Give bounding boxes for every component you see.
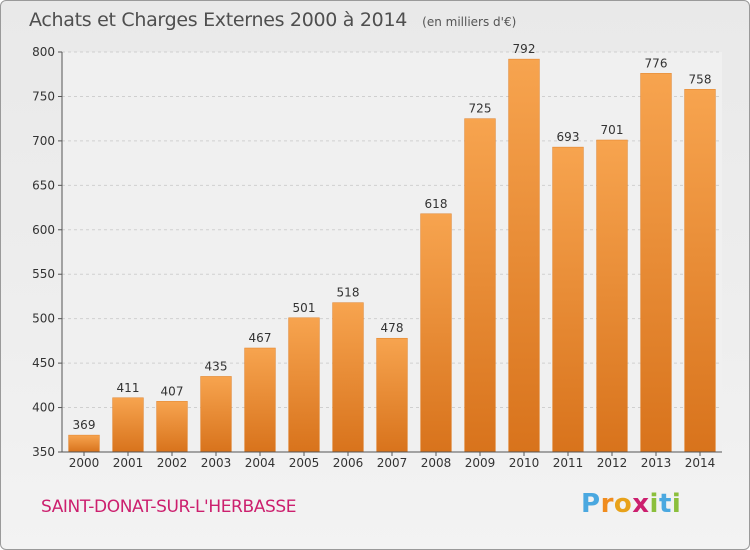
bar-2003 <box>200 376 232 453</box>
y-tick-label: 500 <box>32 312 55 326</box>
y-tick-label: 550 <box>32 267 55 281</box>
bar-2000 <box>68 434 100 453</box>
y-tick-label: 800 <box>32 45 55 59</box>
chart-unit: (en milliers d'€) <box>422 15 517 29</box>
bar-2013 <box>640 73 672 453</box>
data-label-2000: 369 <box>73 418 96 432</box>
x-tick-label: 2013 <box>641 456 672 470</box>
bar-2010 <box>508 58 540 453</box>
x-tick-label: 2005 <box>289 456 320 470</box>
bar-2009 <box>464 118 496 453</box>
chart-title: Achats et Charges Externes 2000 à 2014 <box>29 9 408 31</box>
title-row: Achats et Charges Externes 2000 à 2014 (… <box>29 9 516 31</box>
x-tick-label: 2009 <box>465 456 496 470</box>
y-tick-label: 350 <box>32 445 55 459</box>
x-tick-label: 2014 <box>685 456 716 470</box>
y-tick-label: 650 <box>32 178 55 192</box>
data-label-2014: 758 <box>689 72 712 86</box>
x-tick-label: 2001 <box>113 456 144 470</box>
data-label-2009: 725 <box>469 102 492 116</box>
bar-2004 <box>244 347 276 453</box>
data-label-2002: 407 <box>161 384 184 398</box>
y-tick-label: 750 <box>32 89 55 103</box>
x-tick-label: 2002 <box>157 456 188 470</box>
x-tick-label: 2000 <box>69 456 100 470</box>
bar-2008 <box>420 213 452 453</box>
x-tick-label: 2012 <box>597 456 628 470</box>
x-tick-label: 2008 <box>421 456 452 470</box>
bar-2014 <box>684 89 716 453</box>
x-tick-label: 2003 <box>201 456 232 470</box>
bar-2012 <box>596 139 628 453</box>
bar-2006 <box>332 302 364 453</box>
data-label-2004: 467 <box>249 331 272 345</box>
data-label-2011: 693 <box>557 130 580 144</box>
y-tick-label: 600 <box>32 223 55 237</box>
bar-2007 <box>376 337 408 453</box>
data-label-2006: 518 <box>337 286 360 300</box>
y-tick-label: 400 <box>32 401 55 415</box>
data-label-2012: 701 <box>601 123 624 137</box>
data-label-2008: 618 <box>425 197 448 211</box>
data-label-2013: 776 <box>645 56 668 70</box>
y-tick-label: 450 <box>32 356 55 370</box>
bar-2005 <box>288 317 320 453</box>
data-label-2005: 501 <box>293 301 316 315</box>
data-label-2003: 435 <box>205 359 228 373</box>
bar-2001 <box>112 397 144 453</box>
x-tick-label: 2007 <box>377 456 408 470</box>
data-label-2010: 792 <box>513 42 536 56</box>
proxiti-logo: Proxiti <box>581 489 682 519</box>
data-label-2001: 411 <box>117 381 140 395</box>
x-tick-label: 2011 <box>553 456 584 470</box>
bar-2011 <box>552 146 584 453</box>
y-tick-label: 700 <box>32 134 55 148</box>
bar-2002 <box>156 401 188 453</box>
x-tick-label: 2010 <box>509 456 540 470</box>
x-tick-label: 2004 <box>245 456 276 470</box>
commune-name: SAINT-DONAT-SUR-L'HERBASSE <box>41 497 297 517</box>
data-label-2007: 478 <box>381 321 404 335</box>
x-tick-label: 2006 <box>333 456 364 470</box>
